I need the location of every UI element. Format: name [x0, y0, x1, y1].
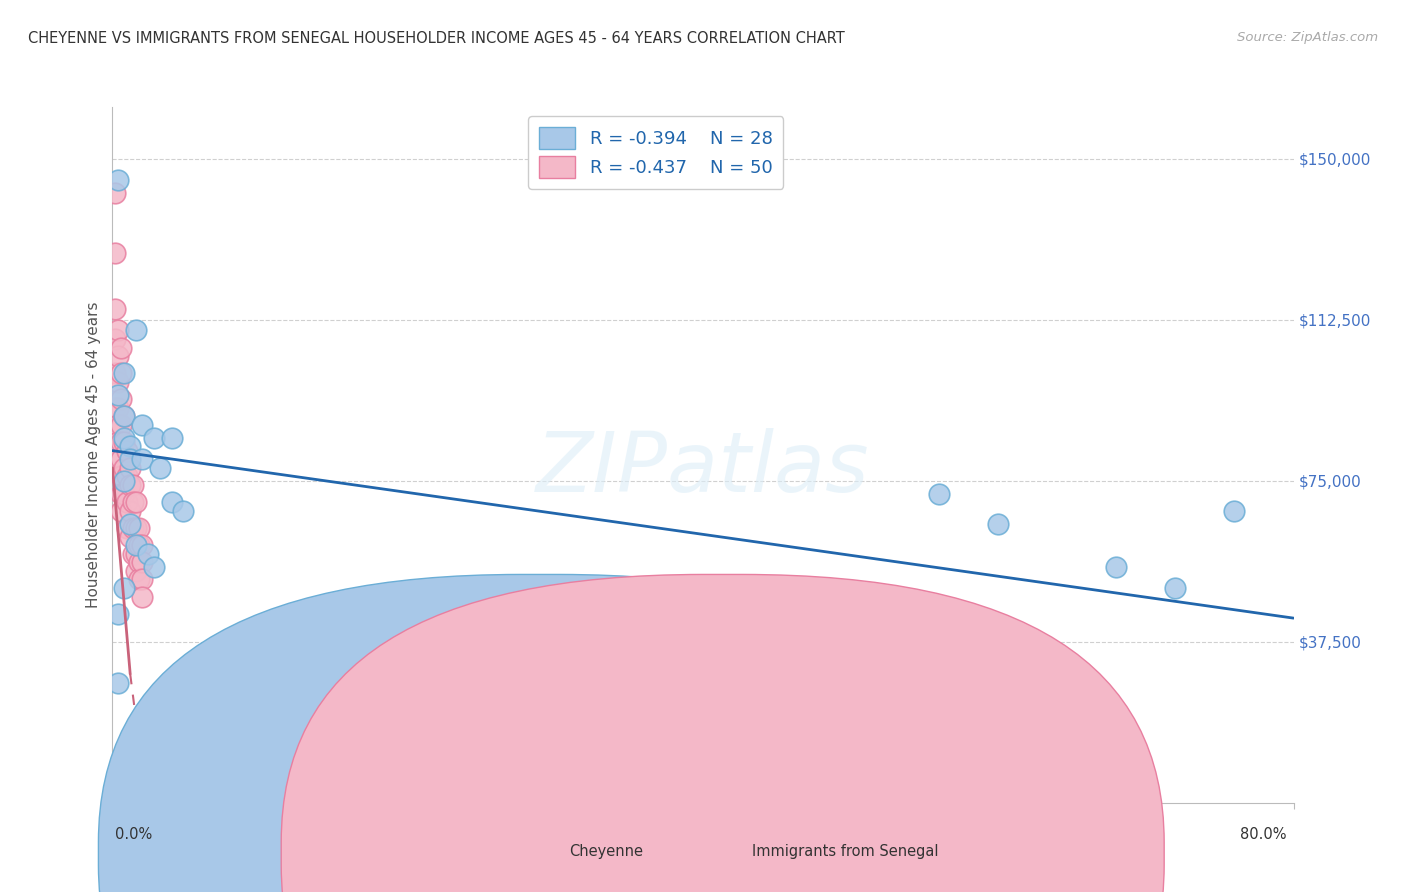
Point: [110, 504, 132, 518]
Point: [112, 581, 135, 595]
Point: [112, 431, 135, 445]
Point: [107, 375, 129, 389]
Point: [110, 417, 132, 432]
Point: [104, 301, 127, 316]
Point: [112, 435, 135, 450]
Point: [117, 521, 138, 535]
Point: [125, 495, 148, 509]
Point: [107, 349, 129, 363]
Text: Source: ZipAtlas.com: Source: ZipAtlas.com: [1237, 31, 1378, 45]
Point: [122, 547, 145, 561]
Text: Immigrants from Senegal: Immigrants from Senegal: [752, 845, 939, 859]
Point: [120, 504, 142, 518]
Point: [107, 388, 129, 402]
Legend: R = -0.394    N = 28, R = -0.437    N = 50: R = -0.394 N = 28, R = -0.437 N = 50: [529, 116, 783, 189]
Point: [125, 521, 148, 535]
Point: [117, 495, 138, 509]
Point: [110, 469, 132, 483]
Point: [142, 559, 165, 574]
Point: [104, 186, 127, 200]
Point: [131, 538, 153, 552]
Point: [104, 367, 127, 381]
Point: [160, 431, 183, 445]
Point: [107, 417, 129, 432]
Point: [1105, 559, 1128, 574]
Point: [107, 452, 129, 467]
Point: [107, 173, 129, 187]
Point: [128, 573, 150, 587]
Point: [120, 439, 142, 453]
Point: [104, 332, 127, 346]
Point: [110, 435, 132, 450]
Point: [120, 529, 142, 543]
Point: [1223, 504, 1246, 518]
Point: [104, 246, 127, 260]
Point: [112, 474, 135, 488]
Point: [104, 401, 127, 415]
Point: [128, 538, 150, 552]
Point: [172, 504, 194, 518]
Point: [120, 516, 142, 531]
Point: [131, 590, 153, 604]
Point: [107, 607, 129, 621]
Text: ZIPatlas: ZIPatlas: [536, 428, 870, 509]
Point: [122, 521, 145, 535]
Point: [110, 367, 132, 381]
Point: [110, 452, 132, 467]
Point: [120, 478, 142, 492]
Text: Cheyenne: Cheyenne: [569, 845, 644, 859]
Point: [117, 443, 138, 458]
Point: [128, 555, 150, 569]
Point: [125, 538, 148, 552]
Point: [125, 547, 148, 561]
Point: [1164, 581, 1187, 595]
Point: [120, 452, 142, 467]
Point: [125, 323, 148, 337]
Point: [122, 495, 145, 509]
Point: [107, 323, 129, 337]
Point: [142, 431, 165, 445]
Point: [131, 573, 153, 587]
Point: [987, 516, 1010, 531]
Point: [928, 486, 950, 500]
Point: [112, 486, 135, 500]
Point: [131, 555, 153, 569]
Point: [125, 564, 148, 578]
Point: [107, 401, 129, 415]
Y-axis label: Householder Income Ages 45 - 64 years: Householder Income Ages 45 - 64 years: [86, 301, 101, 608]
Point: [120, 460, 142, 475]
Point: [112, 409, 135, 424]
Point: [110, 392, 132, 406]
Point: [128, 521, 150, 535]
Point: [112, 460, 135, 475]
Point: [160, 495, 183, 509]
Point: [110, 341, 132, 355]
Text: CHEYENNE VS IMMIGRANTS FROM SENEGAL HOUSEHOLDER INCOME AGES 45 - 64 YEARS CORREL: CHEYENNE VS IMMIGRANTS FROM SENEGAL HOUS…: [28, 31, 845, 46]
Point: [122, 478, 145, 492]
Point: [112, 409, 135, 424]
Text: 80.0%: 80.0%: [1240, 827, 1286, 841]
Point: [112, 367, 135, 381]
Point: [110, 486, 132, 500]
Point: [131, 417, 153, 432]
Point: [149, 460, 172, 475]
Point: [107, 435, 129, 450]
Point: [136, 547, 159, 561]
Point: [117, 469, 138, 483]
Text: 0.0%: 0.0%: [115, 827, 152, 841]
Point: [107, 675, 129, 690]
Point: [131, 452, 153, 467]
